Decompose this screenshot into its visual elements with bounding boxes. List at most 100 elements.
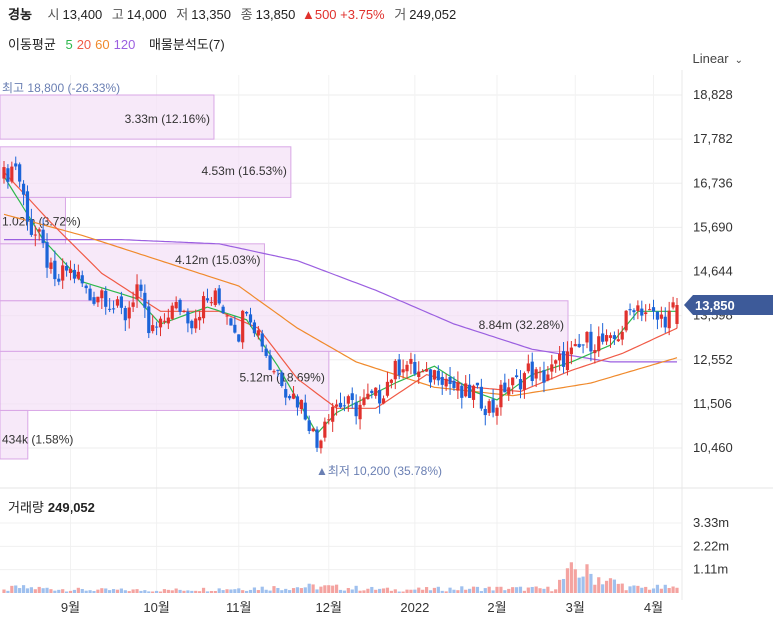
volume-bar	[616, 583, 620, 593]
candle	[514, 375, 519, 378]
volume-bar	[558, 579, 562, 593]
candle	[644, 312, 648, 315]
candle	[440, 376, 444, 385]
candle	[170, 305, 174, 319]
volume-bar	[460, 586, 464, 593]
candle	[468, 384, 472, 398]
candle	[444, 378, 448, 387]
candle	[186, 311, 190, 324]
volume-grid	[0, 522, 682, 571]
chevron-down-icon: ⌄	[734, 55, 743, 66]
candle	[233, 324, 237, 333]
candle	[205, 298, 210, 301]
candle	[554, 360, 558, 364]
volume-bar	[14, 585, 18, 593]
candle	[475, 382, 480, 386]
volume-bar	[601, 584, 605, 593]
candle	[291, 393, 296, 399]
candle	[303, 402, 307, 420]
candle	[593, 350, 597, 354]
candle	[526, 363, 530, 372]
candle	[511, 377, 515, 386]
volume-bar	[554, 589, 558, 593]
price-tick-label: 14,644	[693, 264, 733, 279]
volume-bar	[280, 590, 284, 593]
volume-bar	[644, 586, 648, 593]
candle	[72, 269, 77, 279]
volume-bar	[127, 591, 131, 593]
candle	[139, 284, 143, 291]
candle	[503, 382, 507, 393]
candle	[569, 347, 573, 355]
volume-bar	[491, 590, 495, 593]
volume-bar	[49, 589, 53, 593]
price-tick-label: 15,690	[693, 219, 733, 234]
volume-bar	[331, 585, 335, 593]
candle	[460, 385, 464, 398]
volume-bar	[667, 587, 671, 593]
volume-tick-label: 1.11m	[693, 562, 728, 577]
candle	[166, 317, 170, 324]
volume-bar	[393, 589, 397, 593]
volume-bar	[237, 588, 241, 593]
volume-bar	[37, 586, 41, 593]
volume-bar	[608, 578, 613, 593]
volume-bar	[84, 590, 88, 593]
candle	[315, 429, 319, 448]
candle	[135, 284, 139, 300]
ma-legend-title: 이동평균	[8, 37, 56, 52]
volume-bar	[464, 589, 468, 593]
volume-profile-toggle[interactable]: 매물분석도(7)	[148, 37, 225, 52]
candle	[158, 318, 163, 328]
volume-profile-label: 8.84m (32.28%)	[479, 318, 564, 332]
volume-bar	[593, 584, 597, 593]
low-label: 저	[176, 7, 189, 22]
volume-bar	[221, 590, 225, 593]
volume-bar	[41, 588, 45, 593]
candle	[483, 408, 487, 416]
volume-bar	[248, 589, 253, 593]
candle	[432, 370, 437, 380]
scale-dropdown[interactable]: Linear ⌄	[692, 51, 743, 66]
volume-bar	[362, 590, 366, 593]
candle	[604, 335, 609, 342]
candle	[522, 373, 527, 390]
volume-bar	[244, 590, 249, 593]
candle	[280, 372, 284, 386]
candle	[350, 393, 354, 401]
candle	[464, 383, 468, 397]
time-tick-label: 2월	[487, 600, 506, 615]
candle	[577, 343, 581, 348]
candle	[244, 311, 249, 314]
volume-bar	[57, 589, 61, 593]
candle	[585, 331, 589, 343]
volume-bar	[92, 591, 96, 593]
candle	[229, 318, 233, 326]
volume-bar	[147, 591, 151, 593]
candle	[385, 381, 390, 396]
volume-profile-label: 3.33m (12.16%)	[125, 112, 210, 126]
candle	[495, 407, 499, 416]
volume-bar	[190, 590, 194, 593]
candle	[648, 309, 652, 311]
volume-bar	[632, 585, 636, 593]
candle	[448, 377, 452, 384]
candle	[104, 290, 108, 307]
candle	[389, 379, 393, 383]
candle	[358, 404, 362, 420]
candle	[499, 384, 503, 408]
volume-bar	[158, 591, 163, 593]
candle	[651, 307, 656, 312]
volume-bar	[573, 569, 577, 593]
candle	[538, 371, 542, 373]
low-value: 13,350	[191, 7, 231, 22]
volume-title: 거래량 249,052	[8, 497, 95, 516]
volume-bar	[315, 589, 319, 593]
candle	[225, 315, 229, 317]
volume-bar	[675, 587, 679, 593]
candle	[143, 292, 147, 308]
volume-bar	[276, 587, 280, 593]
candle	[342, 405, 347, 407]
volume-bar	[10, 585, 14, 593]
